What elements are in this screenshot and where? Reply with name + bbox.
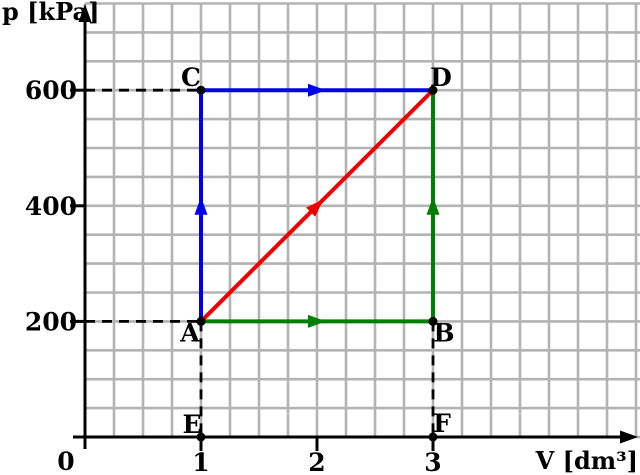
guide-lines [85,88,435,437]
point-label-c: C [181,63,201,92]
point-label-e: E [182,410,201,439]
point-dot-d [428,85,438,95]
process-arrow [194,196,208,215]
x-tick-label: 2 [308,448,325,475]
x-axis-arrow [620,430,638,444]
y-tick-label: 400 [25,192,77,221]
process-arrow [306,199,324,217]
x-tick-label: 3 [424,448,441,475]
point-label-a: A [179,318,200,347]
point-dot-e [196,432,206,442]
process-arrow [308,83,326,97]
point-dot-b [428,316,438,326]
process-linear-A-D [199,88,435,323]
y-tick-label: 200 [25,307,77,336]
point-label-d: D [430,63,452,92]
point-dot-f [428,432,438,442]
y-axis-title: p [kPa] [2,0,99,26]
y-tick-label: 600 [25,76,77,105]
point-label-b: B [433,318,454,347]
y-axis-arrow [78,4,92,22]
process-isobaric-A-B-then-isochoric-B-D [201,90,440,328]
point-dot-a [196,316,206,326]
x-axis-title: V [dm³] [535,446,638,475]
point-label-f: F [433,409,451,438]
process-isochoric-A-C-then-isobaric-C-D [194,83,433,322]
origin-label: 0 [57,447,74,475]
process-arrow [426,196,440,215]
point-dot-c [196,85,206,95]
grid-lines [83,2,640,439]
process-arrow [308,314,326,328]
x-tick-label: 1 [192,448,209,475]
axes [70,4,638,451]
